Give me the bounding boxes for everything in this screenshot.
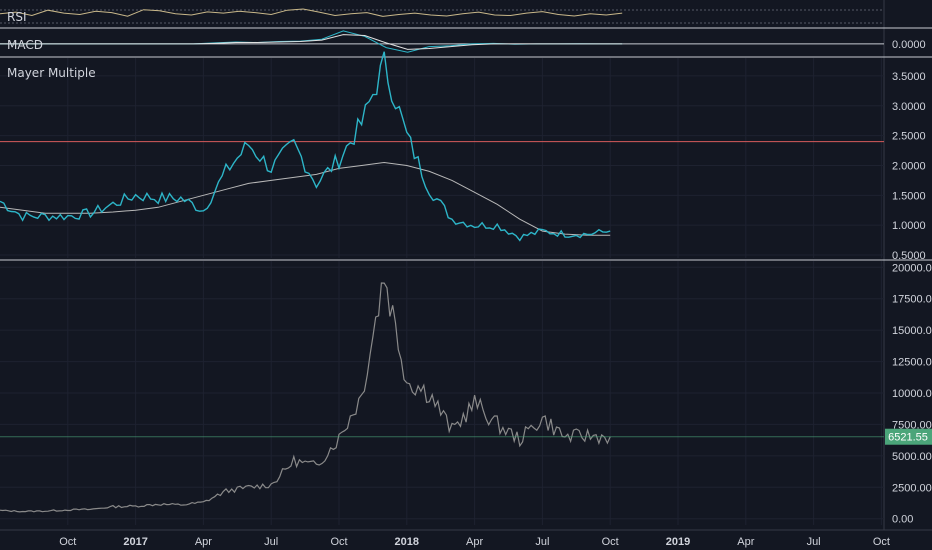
mayer-y-tick: 3.0000 [892,101,926,113]
price-y-tick: 15000.00 [892,325,932,337]
x-tick-label: Apr [466,536,483,548]
x-tick-label: 2019 [666,536,690,548]
x-tick-label: Oct [59,536,76,548]
price-y-tick: 5000.00 [892,451,932,463]
mayer-y-tick: 1.5000 [892,190,926,202]
x-tick-label: Jul [264,536,278,548]
mayer-multiple-label: Mayer Multiple [7,66,96,80]
macd-axis-tick: 0.0000 [892,39,926,51]
price-line [0,282,611,513]
mayer-y-tick: 2.5000 [892,131,926,143]
last-price-label: 6521.55 [888,432,928,444]
price-y-tick: 7500.00 [892,419,932,431]
mayer-y-tick: 3.5000 [892,71,926,83]
x-tick-label: 2018 [395,536,419,548]
price-y-tick: 12500.00 [892,357,932,369]
rsi-label: RSI [7,10,27,24]
x-tick-label: Jul [807,536,821,548]
x-tick-label: 2017 [123,536,147,548]
price-y-tick: 10000.00 [892,388,932,400]
mayer-y-tick: 0.5000 [892,250,926,262]
mayer-y-tick: 2.0000 [892,160,926,172]
mayer-y-tick: 1.0000 [892,220,926,232]
last-price-badge [885,428,932,445]
x-tick-label: Oct [330,536,347,548]
price-y-tick: 2500.00 [892,482,932,494]
macd-signal-line [0,34,623,50]
price-y-tick: 20000.00 [892,262,932,274]
mayer-multiple-line [0,51,611,242]
macd-label: MACD [7,38,43,52]
x-tick-label: Jul [535,536,549,548]
price-y-tick: 17500.00 [892,294,932,306]
rsi-line [0,8,623,17]
x-tick-label: Apr [195,536,212,548]
price-y-tick: 0.00 [892,514,913,526]
x-tick-label: Oct [602,536,619,548]
x-tick-label: Oct [873,536,890,548]
x-tick-label: Apr [737,536,754,548]
